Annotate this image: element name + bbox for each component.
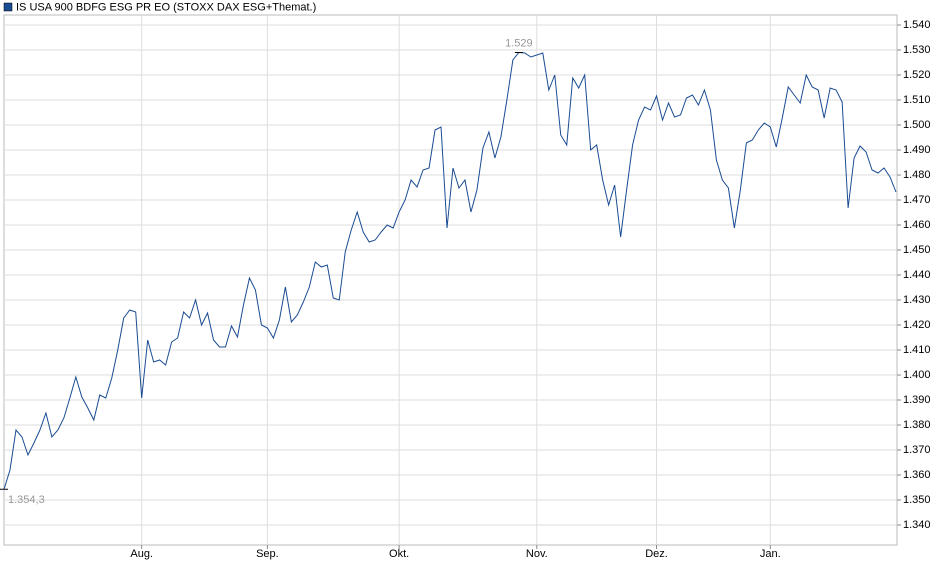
x-tick-label: Okt. (389, 548, 409, 560)
plot-frame (3, 14, 898, 546)
y-tick-label: 1.530 (903, 44, 931, 56)
y-tick-label: 1.350 (903, 494, 931, 506)
y-tick-label: 1.520 (903, 69, 931, 81)
legend-swatch (3, 2, 13, 12)
x-tick-label: Jan. (760, 548, 781, 560)
y-tick-label: 1.430 (903, 294, 931, 306)
y-tick-label: 1.460 (903, 219, 931, 231)
y-tick-label: 1.400 (903, 369, 931, 381)
x-tick-label: Dez. (645, 548, 668, 560)
y-tick-label: 1.380 (903, 419, 931, 431)
y-tick-label: 1.420 (903, 319, 931, 331)
y-tick-label: 1.450 (903, 244, 931, 256)
value-label: 1.529 (505, 37, 533, 49)
x-tick-label: Sep. (256, 548, 279, 560)
y-tick-label: 1.340 (903, 519, 931, 531)
y-tick-label: 1.480 (903, 169, 931, 181)
legend-label: IS USA 900 BDFG ESG PR EO (STOXX DAX ESG… (16, 1, 316, 13)
y-tick-label: 1.390 (903, 394, 931, 406)
y-tick-label: 1.510 (903, 94, 931, 106)
y-tick-label: 1.360 (903, 469, 931, 481)
y-tick-label: 1.470 (903, 194, 931, 206)
x-tick-label: Aug. (130, 548, 153, 560)
y-tick-label: 1.440 (903, 269, 931, 281)
y-tick-label: 1.490 (903, 144, 931, 156)
y-tick-label: 1.370 (903, 444, 931, 456)
x-tick-label: Nov. (526, 548, 548, 560)
y-tick-label: 1.540 (903, 19, 931, 31)
y-tick-label: 1.410 (903, 344, 931, 356)
line-series (3, 51, 897, 490)
value-label: 1.354,3 (8, 494, 45, 506)
y-tick-label: 1.500 (903, 119, 931, 131)
